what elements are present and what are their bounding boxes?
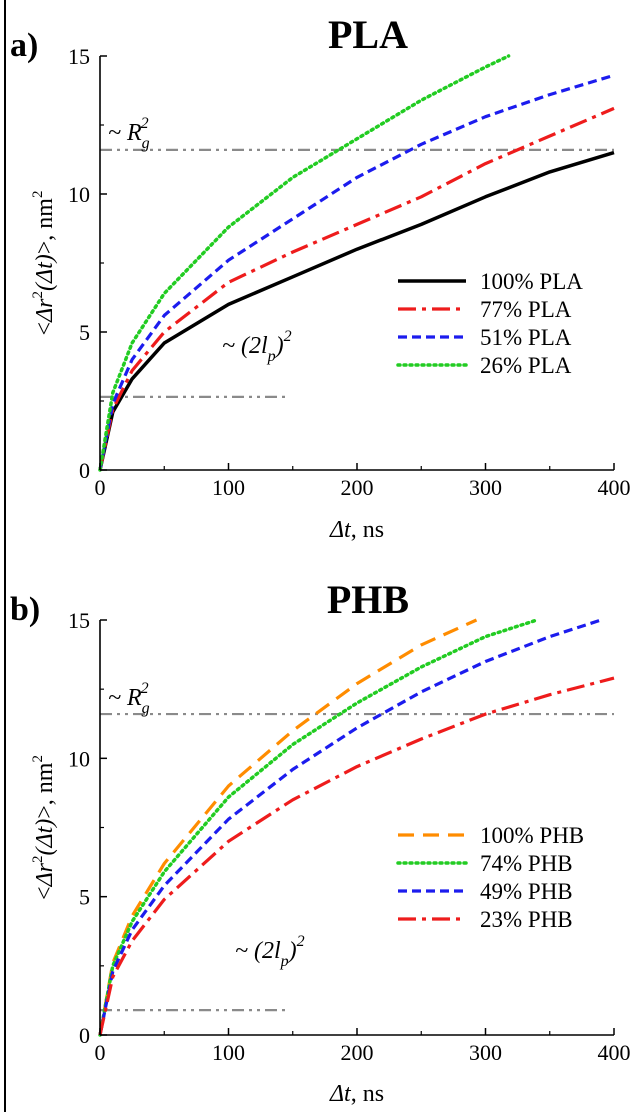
ref-label-text: ) [287, 938, 297, 964]
y-axis-label-text: < [32, 886, 58, 900]
y-axis-label-symbol: Δr [32, 298, 58, 323]
y-axis-label-symbol: (Δt) [32, 254, 58, 291]
x-axis-label-unit: , ns [351, 1081, 384, 1107]
series-line-100pct-phb [98, 618, 478, 1036]
panel-letter: b) [10, 591, 40, 628]
legend-label: 51% PLA [480, 325, 572, 350]
x-tick-label: 400 [598, 475, 631, 500]
y-axis-label-superscript: 2 [30, 191, 46, 199]
y-axis-label-text: >, nm [32, 762, 58, 819]
panel-title: PLA [328, 12, 408, 57]
panel-letter: a) [10, 27, 38, 64]
left-border-rule [4, 0, 6, 1112]
legend-label: 100% PHB [480, 823, 584, 848]
ref-label-superscript: 2 [284, 328, 292, 345]
y-axis-label-superscript: 2 [30, 855, 46, 863]
ref-label-subscript: p [280, 953, 289, 970]
y-tick-label: 10 [68, 746, 90, 771]
ref-label-text: ~ (2l [235, 938, 281, 964]
series-line-77pct-pla [98, 106, 615, 471]
x-axis-label: Δt, ns [329, 517, 384, 543]
x-tick-label: 300 [469, 475, 502, 500]
reference-line-label: ~ Rg 2 [108, 680, 150, 717]
y-tick-label: 0 [79, 1023, 90, 1048]
x-tick-label: 400 [598, 1040, 631, 1065]
y-tick-label: 5 [79, 320, 90, 345]
ref-label-text: ) [274, 333, 284, 359]
legend-label: 26% PLA [480, 353, 572, 378]
y-axis-label-text: < [32, 322, 58, 336]
series-line-26pct-pla [98, 54, 511, 472]
ref-label-subscript: g [142, 700, 150, 717]
series-line-74pct-phb [98, 618, 539, 1037]
y-axis-label-text: >, nm [32, 198, 58, 255]
legend-label: 77% PLA [480, 297, 572, 322]
y-axis-label-symbol: Δr [32, 862, 58, 887]
ref-label-superscript: 2 [297, 933, 305, 950]
ref-label-superscript: 2 [141, 680, 149, 697]
series-line-51pct-pla [98, 73, 615, 471]
panel-title: PHB [327, 577, 409, 622]
y-tick-label: 15 [68, 608, 90, 633]
y-tick-label: 0 [79, 458, 90, 483]
y-axis-label-superscript: 2 [30, 291, 46, 299]
y-axis-label: <Δr2(Δt)>, nm2 [30, 191, 58, 336]
ref-label-text: ~ R [108, 120, 142, 146]
legend-label: 100% PLA [480, 269, 583, 294]
legend-label: 49% PHB [480, 879, 573, 904]
ref-label-subscript: g [142, 135, 150, 152]
series-line-100pct-pla [98, 150, 615, 471]
y-tick-label: 10 [68, 182, 90, 207]
legend-label: 74% PHB [480, 851, 573, 876]
ref-label-text: ~ R [108, 685, 142, 711]
y-axis-label-superscript: 2 [30, 755, 46, 763]
x-tick-label: 100 [212, 475, 245, 500]
x-tick-label: 200 [341, 1040, 374, 1065]
x-axis-label-unit: , ns [351, 517, 384, 543]
x-tick-label: 300 [469, 1040, 502, 1065]
reference-line-label: ~ (2lp)2 [235, 933, 305, 970]
series-line-49pct-phb [98, 618, 602, 1036]
x-tick-label: 0 [95, 475, 106, 500]
x-axis-label-symbol: Δt [329, 1081, 352, 1107]
x-axis-label-symbol: Δt [329, 517, 352, 543]
reference-line-label: ~ (2lp)2 [222, 328, 292, 365]
x-tick-label: 100 [212, 1040, 245, 1065]
series-line-23pct-phb [98, 676, 615, 1036]
reference-line-label: ~ Rg 2 [108, 115, 150, 152]
ref-label-superscript: 2 [141, 115, 149, 132]
x-tick-label: 0 [95, 1040, 106, 1065]
y-axis-label: <Δr2(Δt)>, nm2 [30, 755, 58, 900]
x-tick-label: 200 [341, 475, 374, 500]
ref-label-subscript: p [267, 348, 276, 365]
y-tick-label: 15 [68, 44, 90, 69]
y-axis-label-symbol: (Δt) [32, 819, 58, 856]
ref-label-text: ~ (2l [222, 333, 268, 359]
y-tick-label: 5 [79, 885, 90, 910]
x-axis-label: Δt, ns [329, 1081, 384, 1107]
legend-label: 23% PHB [480, 907, 573, 932]
